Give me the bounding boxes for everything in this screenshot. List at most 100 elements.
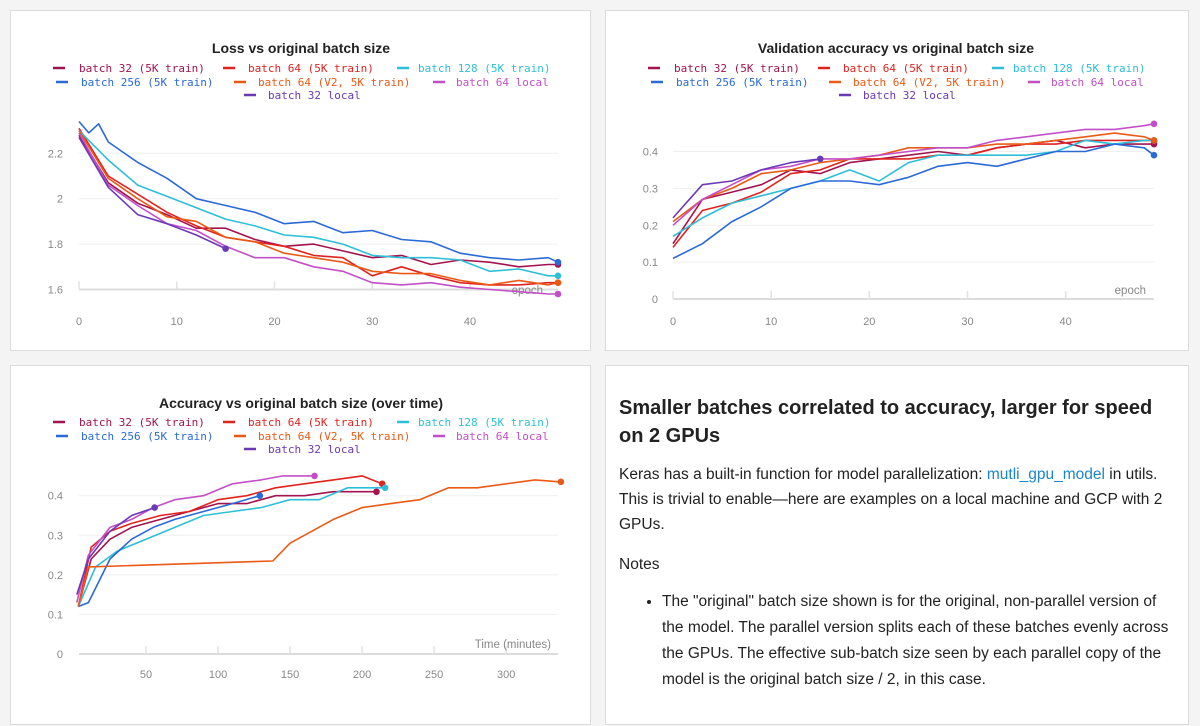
x-tick-label: 300: [497, 669, 515, 681]
series-line: [77, 487, 386, 607]
x-axis-label: Time (minutes): [475, 639, 551, 651]
legend-item[interactable]: batch 256 (5K train): [56, 76, 213, 89]
legend-label: batch 128 (5K train): [1013, 62, 1145, 75]
legend-item[interactable]: batch 32 (5K train): [648, 62, 800, 75]
legend-label: batch 64 (5K train): [843, 62, 969, 75]
notes-list: The "original" batch size shown is for t…: [619, 589, 1174, 693]
legend-item[interactable]: batch 32 (5K train): [53, 416, 205, 429]
legend-label: batch 64 (5K train): [248, 416, 374, 429]
series-line: [78, 130, 559, 286]
legend-item[interactable]: batch 128 (5K train): [397, 416, 550, 429]
legend-item[interactable]: batch 32 (5K train): [53, 62, 205, 75]
series-line: [672, 132, 1155, 223]
series-line: [78, 494, 261, 608]
x-tick-label: 10: [765, 316, 777, 328]
legend-item[interactable]: batch 64 (5K train): [223, 62, 374, 75]
y-tick-label: 0: [652, 294, 658, 306]
intro-text-end: in utils. This is trivial to enable—here…: [619, 466, 1163, 533]
legend-item[interactable]: batch 64 local: [433, 430, 549, 443]
y-tick-label: 0.4: [48, 491, 63, 503]
legend-item[interactable]: batch 64 local: [433, 76, 549, 89]
x-tick-label: 150: [281, 669, 299, 681]
x-tick-label: 200: [353, 669, 371, 681]
y-tick-label: 1.6: [48, 284, 63, 296]
legend-item[interactable]: batch 64 (V2, 5K train): [234, 430, 410, 443]
series-line: [76, 475, 315, 603]
legend-item[interactable]: batch 128 (5K train): [397, 62, 550, 75]
notes-heading: Notes: [619, 556, 660, 573]
legend-label: batch 64 (5K train): [248, 62, 374, 75]
y-tick-label: 0: [57, 649, 63, 661]
series-line: [672, 123, 1155, 226]
legend-label: batch 32 (5K train): [79, 416, 205, 429]
x-tick-label: 100: [209, 669, 227, 681]
legend-item[interactable]: batch 128 (5K train): [992, 62, 1145, 75]
x-tick-label: 40: [1060, 316, 1072, 328]
series-end-point: [256, 492, 264, 500]
series-end-point: [554, 258, 562, 266]
validation-accuracy-chart-panel: Validation accuracy vs original batch si…: [605, 10, 1189, 351]
x-axis-label: epoch: [512, 285, 543, 297]
series-line: [672, 139, 1154, 248]
series-line: [78, 130, 558, 277]
series-line: [672, 158, 821, 219]
series-end-point: [554, 272, 562, 280]
legend-item[interactable]: batch 32 local: [244, 89, 361, 102]
legend-label: batch 256 (5K train): [81, 76, 213, 89]
legend-item[interactable]: batch 256 (5K train): [56, 430, 213, 443]
accuracy-over-time-chart: Accuracy vs original batch size (over ti…: [48, 395, 565, 681]
series-line: [672, 143, 1155, 260]
text-panel: Smaller batches correlated to accuracy, …: [605, 365, 1189, 725]
series-end-point: [311, 472, 318, 480]
y-tick-label: 1.8: [48, 239, 63, 251]
legend-label: batch 32 local: [863, 89, 956, 102]
legend-item[interactable]: batch 256 (5K train): [651, 76, 808, 89]
y-tick-label: 0.3: [643, 183, 658, 195]
legend-label: batch 64 (V2, 5K train): [258, 430, 410, 443]
series-line: [672, 139, 1154, 245]
x-tick-label: 50: [140, 669, 152, 681]
multi-gpu-model-link[interactable]: mutli_gpu_model: [986, 466, 1105, 483]
legend-item[interactable]: batch 32 local: [244, 443, 361, 456]
x-tick-label: 20: [863, 316, 875, 328]
y-tick-label: 0.2: [643, 220, 658, 232]
legend-label: batch 256 (5K train): [676, 76, 808, 89]
legend-label: batch 256 (5K train): [81, 430, 213, 443]
accuracy-over-time-chart-panel: Accuracy vs original batch size (over ti…: [10, 365, 591, 725]
legend-label: batch 32 (5K train): [674, 62, 800, 75]
loss-chart: Loss vs original batch size batch 32 (5K …: [48, 40, 562, 328]
legend-item[interactable]: batch 64 (5K train): [223, 416, 374, 429]
series-end-point: [1150, 137, 1158, 144]
x-tick-label: 0: [76, 316, 82, 328]
legend-label: batch 32 (5K train): [79, 62, 205, 75]
loss-chart-panel: Loss vs original batch size batch 32 (5K …: [10, 10, 591, 351]
legend-label: batch 64 (V2, 5K train): [258, 76, 410, 89]
legend-label: batch 64 local: [1051, 76, 1144, 89]
x-tick-label: 250: [425, 669, 443, 681]
legend-item[interactable]: batch 64 (V2, 5K train): [829, 76, 1005, 89]
legend-label: batch 32 local: [268, 443, 361, 456]
legend-label: batch 64 local: [456, 430, 549, 443]
legend-item[interactable]: batch 32 local: [839, 89, 956, 102]
y-tick-label: 0.1: [48, 609, 63, 621]
series-end-point: [554, 290, 562, 298]
legend-item[interactable]: batch 64 local: [1028, 76, 1144, 89]
x-tick-label: 10: [171, 316, 183, 328]
legend-item[interactable]: batch 64 (5K train): [818, 62, 969, 75]
series-end-point: [381, 484, 389, 492]
y-tick-label: 0.2: [48, 570, 63, 582]
legend-label: batch 128 (5K train): [418, 416, 550, 429]
series-line: [78, 120, 559, 263]
series-end-point: [1150, 151, 1158, 159]
intro-paragraph: Keras has a built-in function for model …: [619, 462, 1174, 537]
x-tick-label: 30: [366, 316, 378, 328]
series-line: [77, 490, 377, 607]
series-line: [77, 479, 561, 607]
series-end-point: [1150, 120, 1158, 128]
series-end-point: [373, 488, 380, 496]
series-end-point: [557, 478, 565, 486]
series-line: [76, 506, 155, 595]
series-end-point: [816, 155, 824, 163]
chart-title: Loss vs original batch size: [212, 40, 390, 56]
legend-item[interactable]: batch 64 (V2, 5K train): [234, 76, 410, 89]
